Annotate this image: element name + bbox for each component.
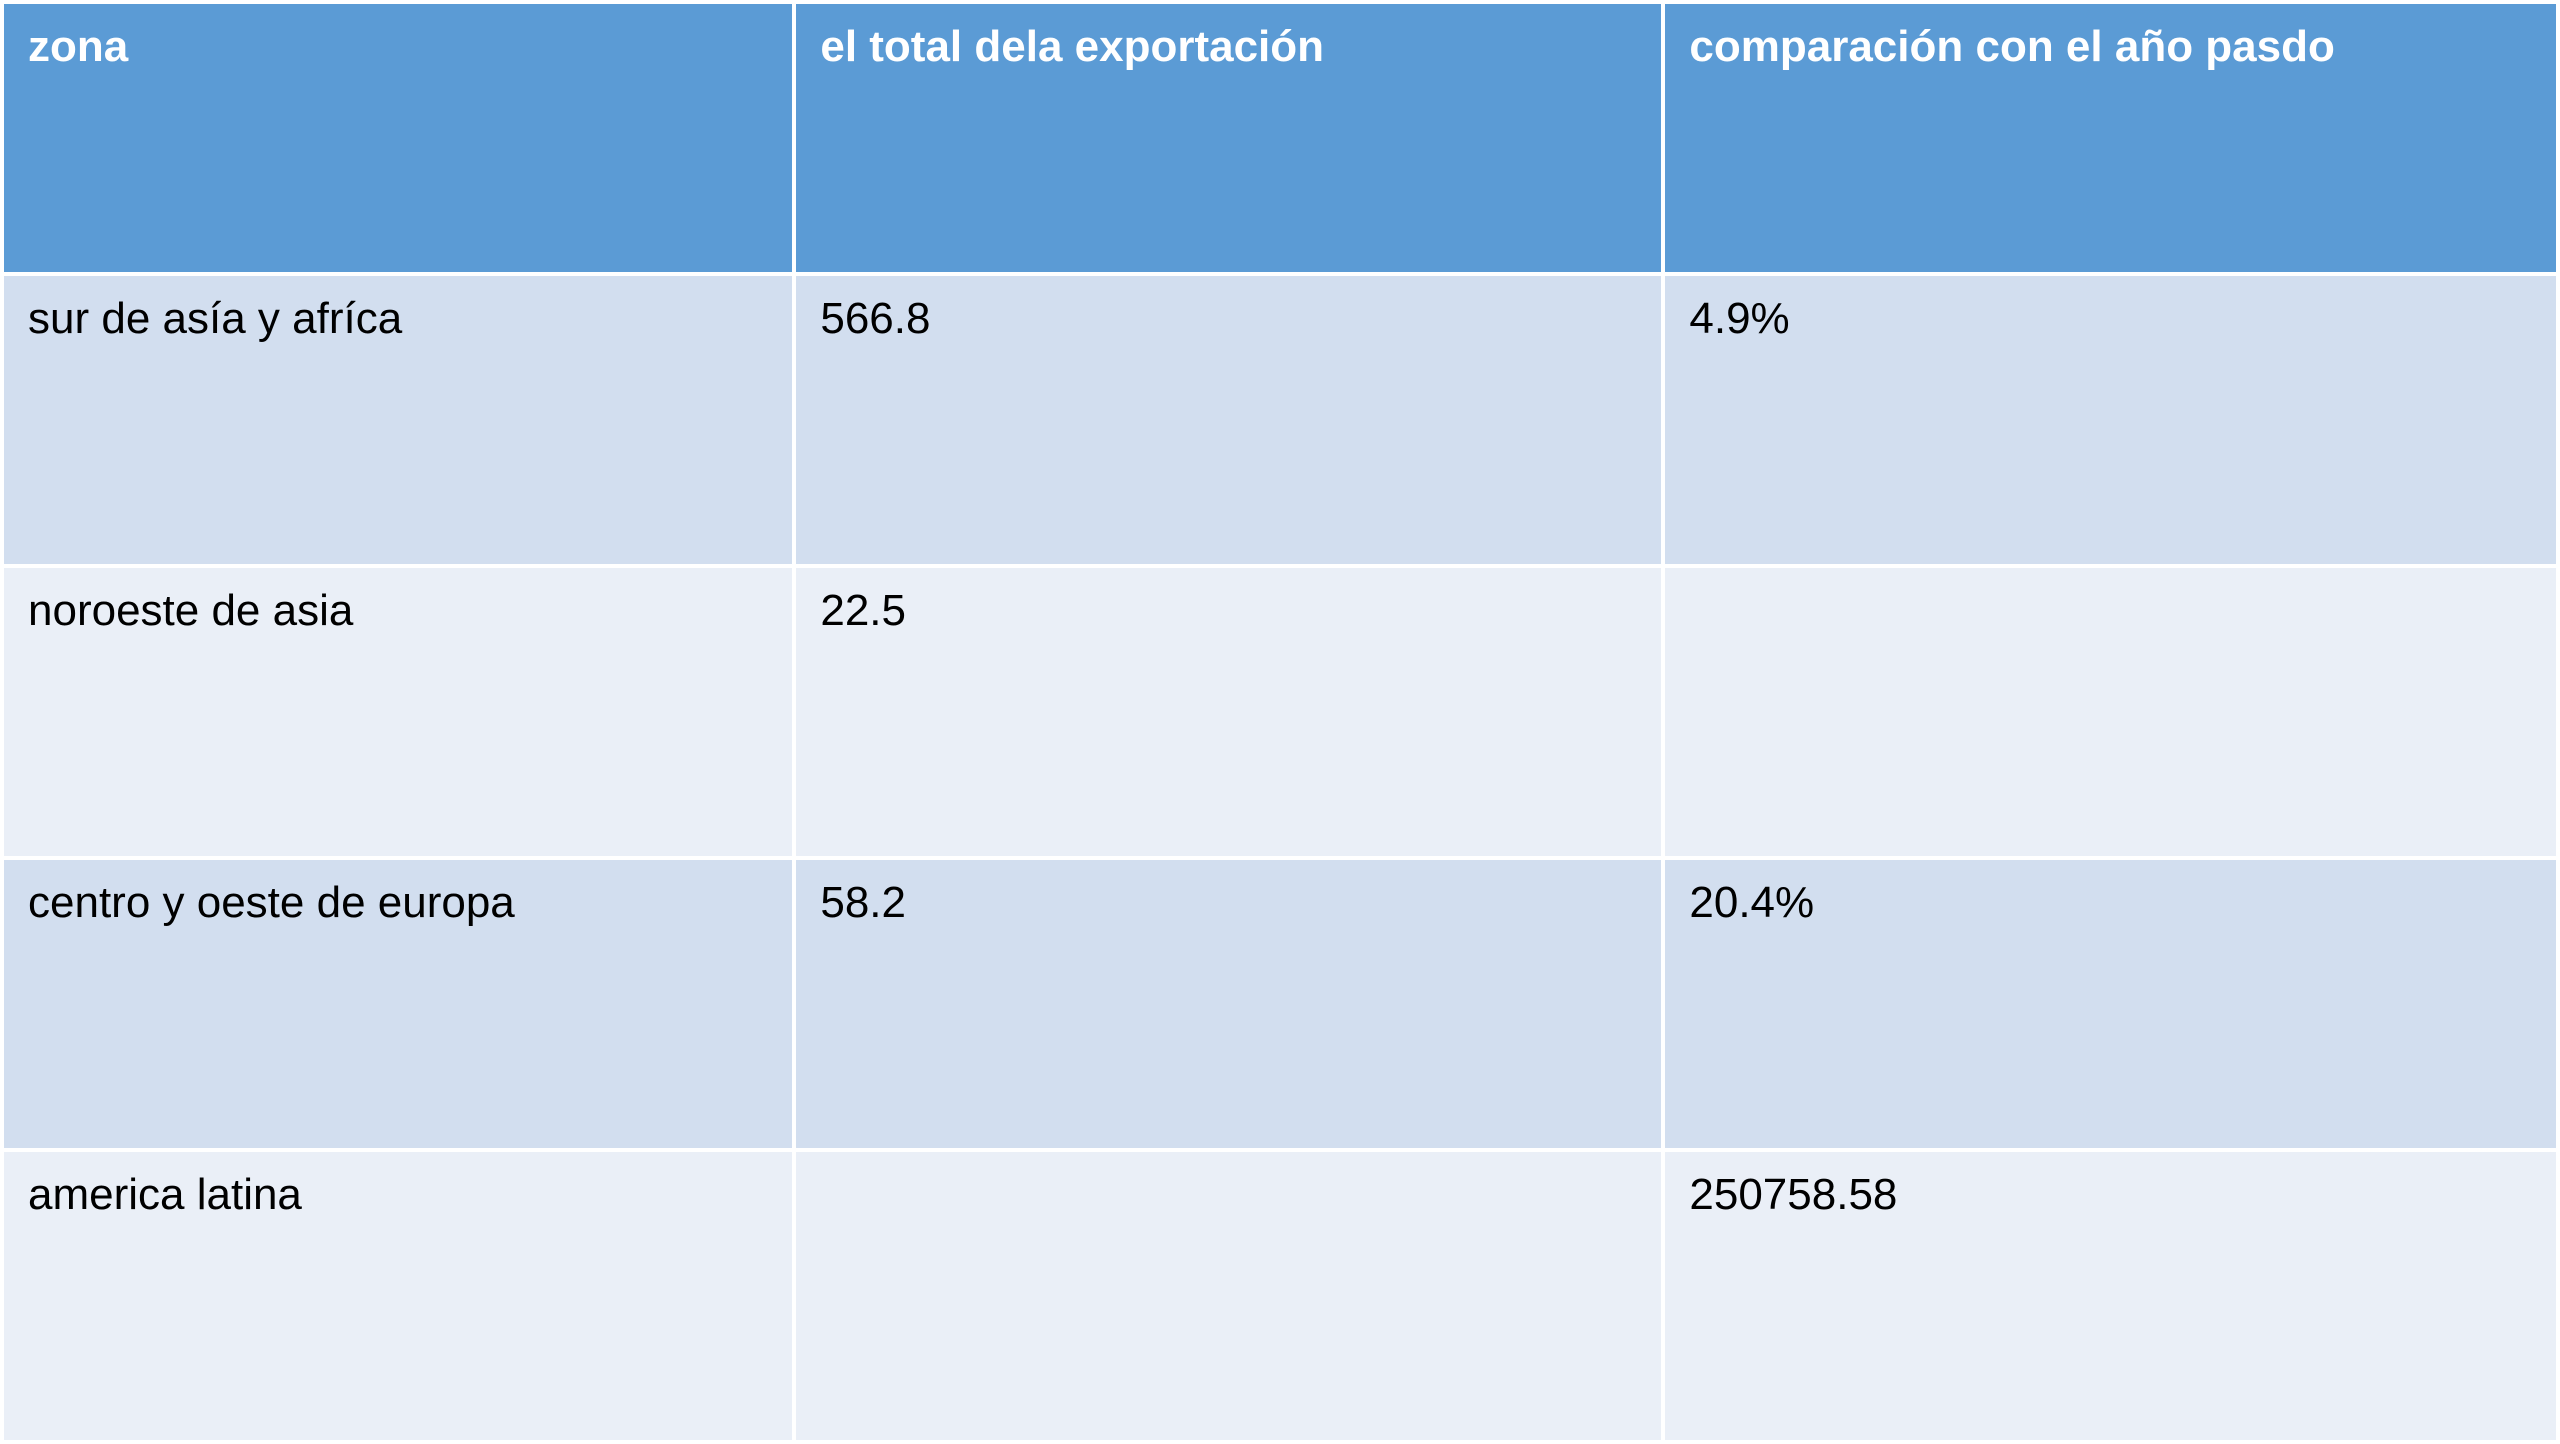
cell-comp xyxy=(1663,566,2558,858)
cell-total: 566.8 xyxy=(794,274,1663,566)
table-row: centro y oeste de europa 58.2 20.4% xyxy=(2,858,2558,1150)
cell-zona: noroeste de asia xyxy=(2,566,794,858)
cell-zona: sur de asía y afríca xyxy=(2,274,794,566)
table-row: america latina 250758.58 xyxy=(2,1150,2558,1442)
cell-zona: america latina xyxy=(2,1150,794,1442)
export-table: zona el total dela exportación comparaci… xyxy=(0,0,2560,1444)
cell-comp: 250758.58 xyxy=(1663,1150,2558,1442)
cell-comp: 20.4% xyxy=(1663,858,2558,1150)
cell-total xyxy=(794,1150,1663,1442)
table-header-row: zona el total dela exportación comparaci… xyxy=(2,2,2558,274)
header-zona: zona xyxy=(2,2,794,274)
cell-total: 58.2 xyxy=(794,858,1663,1150)
cell-total: 22.5 xyxy=(794,566,1663,858)
header-total: el total dela exportación xyxy=(794,2,1663,274)
table-row: noroeste de asia 22.5 xyxy=(2,566,2558,858)
header-comp: comparación con el año pasdo xyxy=(1663,2,2558,274)
table-row: sur de asía y afríca 566.8 4.9% xyxy=(2,274,2558,566)
cell-zona: centro y oeste de europa xyxy=(2,858,794,1150)
cell-comp: 4.9% xyxy=(1663,274,2558,566)
